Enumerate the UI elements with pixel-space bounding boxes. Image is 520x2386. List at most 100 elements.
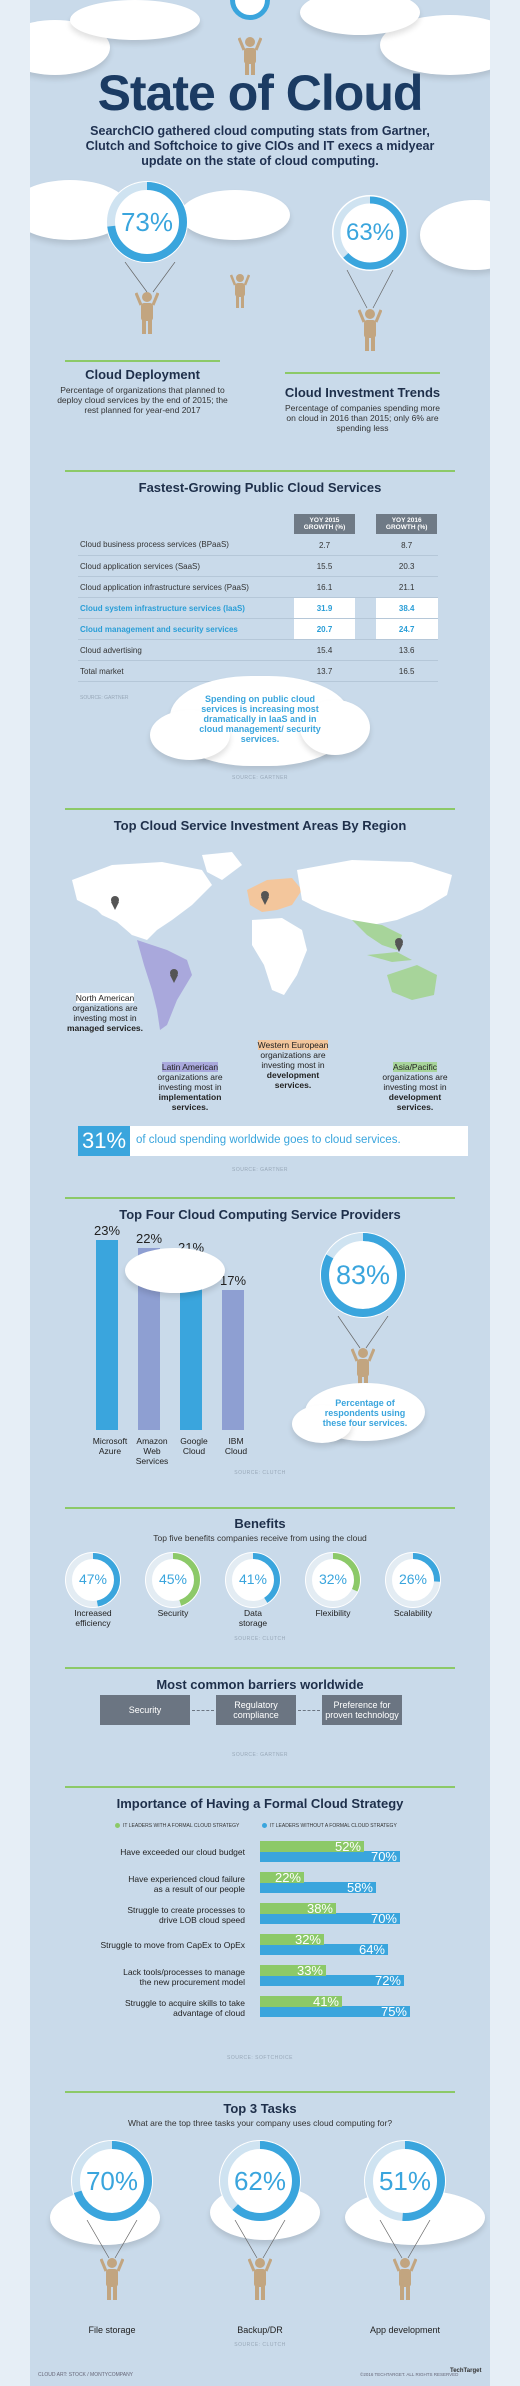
asia-pacific-shape bbox=[352, 920, 402, 950]
benefit-ring-chart bbox=[306, 1553, 360, 1607]
benefit-ring: 47% bbox=[65, 1552, 121, 1608]
benefit-label: Security bbox=[157, 1608, 189, 1618]
row-2015: 15.4 bbox=[293, 639, 356, 661]
bar-3 bbox=[222, 1289, 244, 1430]
table-row: Cloud application infrastructure service… bbox=[78, 576, 438, 598]
row-label: Cloud application infrastructure service… bbox=[78, 576, 294, 598]
person-icon bbox=[135, 292, 159, 334]
benefit-label: Scalability bbox=[393, 1608, 433, 1618]
growth-table: YOY 2015 GROWTH (%) YOY 2016 GROWTH (%) … bbox=[78, 513, 438, 682]
strategy-value-without: 72% bbox=[374, 1973, 401, 1988]
growth-source-2: SOURCE: GARTNER bbox=[231, 775, 289, 781]
north-america-shape bbox=[72, 862, 212, 940]
page-subtitle: SearchCIO gathered cloud computing stats… bbox=[85, 124, 435, 168]
person-icon bbox=[230, 274, 250, 308]
strategy-value-without: 64% bbox=[358, 1942, 385, 1957]
legend-without-strategy: IT LEADERS WITHOUT A FORMAL CLOUD STRATE… bbox=[262, 1823, 397, 1829]
section-divider bbox=[65, 1667, 455, 1669]
balloon-top bbox=[230, 0, 270, 20]
legend-with-strategy: IT LEADERS WITH A FORMAL CLOUD STRATEGY bbox=[115, 1823, 239, 1829]
growth-title: Fastest-Growing Public Cloud Services bbox=[138, 480, 382, 495]
balloon-strings bbox=[124, 262, 176, 293]
row-2015: 15.5 bbox=[293, 555, 356, 577]
cloud-decoration bbox=[150, 710, 230, 760]
benefit-percent: 32% bbox=[318, 1571, 348, 1587]
row-2016: 16.5 bbox=[375, 660, 438, 682]
table-row: Cloud application services (SaaS) 15.5 20.… bbox=[78, 555, 438, 577]
bar-label-azure: Microsoft Azure bbox=[92, 1436, 128, 1456]
cloud-decoration bbox=[300, 0, 420, 35]
deployment-percent: 73% bbox=[120, 207, 174, 237]
providers-ring-chart bbox=[321, 1233, 405, 1317]
footer-credit: CLOUD ART: STOCK / MONTYCOMPANY bbox=[38, 2372, 134, 2378]
task-label: File storage bbox=[88, 2325, 136, 2335]
cloud-decoration bbox=[292, 1405, 352, 1443]
benefits-title: Benefits bbox=[234, 1516, 286, 1531]
person-icon bbox=[238, 37, 262, 75]
benefit-label: Flexibility bbox=[315, 1608, 351, 1618]
providers-title: Top Four Cloud Computing Service Provide… bbox=[119, 1207, 401, 1222]
benefit-ring-chart bbox=[386, 1553, 440, 1607]
task-percent: 70% bbox=[85, 2166, 139, 2196]
row-2016: 20.3 bbox=[375, 555, 438, 577]
strategy-row-label: Have experienced cloud failure as a resul… bbox=[128, 1874, 245, 1894]
task-arc bbox=[72, 2141, 152, 2221]
row-label: Cloud system infrastructure services (Ia… bbox=[78, 597, 294, 619]
strategy-value-with: 52% bbox=[334, 1839, 361, 1854]
section-divider bbox=[65, 1197, 455, 1199]
benefits-subtitle: Top five benefits companies receive from… bbox=[153, 1533, 367, 1543]
region-asia-pacific: Asia/Pacific organizations are investing… bbox=[382, 1062, 448, 1112]
benefit-arc bbox=[146, 1553, 200, 1607]
map-pin-europe bbox=[261, 891, 269, 905]
strategy-bar-without: 70% bbox=[260, 1849, 400, 1864]
barrier-connector bbox=[192, 1710, 214, 1711]
strategy-bar-without: 70% bbox=[260, 1911, 400, 1926]
barriers-source: SOURCE: GARTNER bbox=[231, 1752, 289, 1758]
person-icon bbox=[248, 2258, 272, 2300]
bar-label-google: Google Cloud bbox=[180, 1436, 208, 1456]
strategy-source: SOURCE: SOFTCHOICE bbox=[227, 2055, 293, 2061]
benefit-percent: 47% bbox=[78, 1571, 108, 1587]
region-name: Western European bbox=[257, 1040, 329, 1050]
strategy-row-label: Struggle to move from CapEx to OpEx bbox=[100, 1940, 245, 1950]
banner-percent: 31% bbox=[78, 1126, 130, 1156]
strategy-value-without: 70% bbox=[370, 1911, 397, 1926]
cloud-decoration bbox=[420, 200, 490, 270]
bar-value-label: 22% bbox=[135, 1231, 163, 1247]
growth-note: Spending on public cloud services is inc… bbox=[199, 694, 321, 744]
strategy-bar-without: 75% bbox=[260, 2004, 410, 2019]
growth-source: SOURCE: GARTNER bbox=[80, 695, 129, 701]
strategy-bar-with: 33% bbox=[260, 1963, 326, 1978]
strategy-bar-without: 64% bbox=[260, 1942, 388, 1957]
providers-note: Percentage of respondents using these fo… bbox=[322, 1398, 408, 1428]
row-2015: 20.7 bbox=[293, 618, 356, 640]
strategy-value-with: 41% bbox=[312, 1994, 339, 2009]
row-2015: 13.7 bbox=[293, 660, 356, 682]
row-label: Cloud business process services (BPaaS) bbox=[78, 534, 294, 556]
task-ring-chart bbox=[72, 2141, 152, 2221]
person-icon bbox=[393, 2258, 417, 2300]
balloon-strings bbox=[234, 2220, 286, 2259]
benefits-source: SOURCE: CLUTCH bbox=[234, 1636, 286, 1642]
cloud-decoration bbox=[125, 1248, 225, 1293]
bar-value-label: 23% bbox=[93, 1223, 121, 1238]
deployment-title: Cloud Deployment bbox=[85, 367, 200, 382]
task-arc bbox=[220, 2141, 300, 2221]
bar-1 bbox=[138, 1248, 160, 1430]
table-row-highlight: Cloud system infrastructure services (Ia… bbox=[78, 597, 438, 619]
barrier-regulatory: Regulatory compliance bbox=[216, 1695, 296, 1725]
task-arc bbox=[365, 2141, 445, 2221]
region-name: Asia/Pacific bbox=[393, 1062, 437, 1072]
section-divider bbox=[285, 372, 440, 374]
banner-text: of cloud spending worldwide goes to clou… bbox=[136, 1134, 401, 1146]
regions-title: Top Cloud Service Investment Areas By Re… bbox=[113, 818, 407, 833]
person-icon bbox=[100, 2258, 124, 2300]
legend-dot bbox=[115, 1823, 120, 1829]
bar-label-ibm: IBM Cloud bbox=[224, 1436, 248, 1456]
indonesia-shape bbox=[367, 952, 412, 962]
strategy-row-label: Struggle to create processes to drive LOB… bbox=[127, 1905, 245, 1925]
task-ring: 51% bbox=[364, 2140, 446, 2222]
map-pin-latin-america bbox=[170, 969, 178, 983]
task-percent: 62% bbox=[233, 2166, 287, 2196]
strategy-value-with: 22% bbox=[274, 1870, 301, 1885]
